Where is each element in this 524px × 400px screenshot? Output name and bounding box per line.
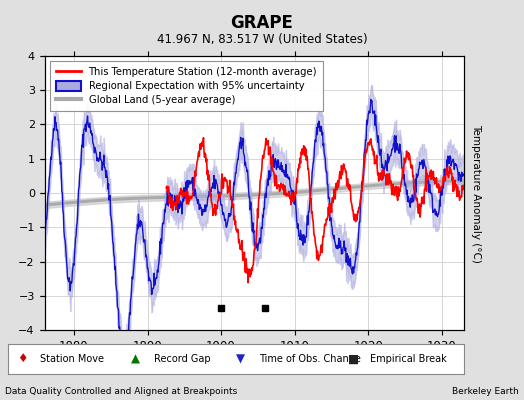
Y-axis label: Temperature Anomaly (°C): Temperature Anomaly (°C) (471, 124, 481, 262)
Text: Berkeley Earth: Berkeley Earth (452, 387, 519, 396)
Text: 41.967 N, 83.517 W (United States): 41.967 N, 83.517 W (United States) (157, 33, 367, 46)
Text: Time of Obs. Change: Time of Obs. Change (259, 354, 361, 364)
Legend: This Temperature Station (12-month average), Regional Expectation with 95% uncer: This Temperature Station (12-month avera… (50, 61, 323, 112)
Text: ■: ■ (347, 352, 358, 366)
Text: ▼: ▼ (236, 352, 245, 366)
Text: Record Gap: Record Gap (154, 354, 210, 364)
Text: ♦: ♦ (17, 352, 27, 366)
Text: GRAPE: GRAPE (231, 14, 293, 32)
Text: Station Move: Station Move (40, 354, 104, 364)
Text: ▲: ▲ (131, 352, 140, 366)
Text: Data Quality Controlled and Aligned at Breakpoints: Data Quality Controlled and Aligned at B… (5, 387, 237, 396)
Text: Empirical Break: Empirical Break (370, 354, 447, 364)
